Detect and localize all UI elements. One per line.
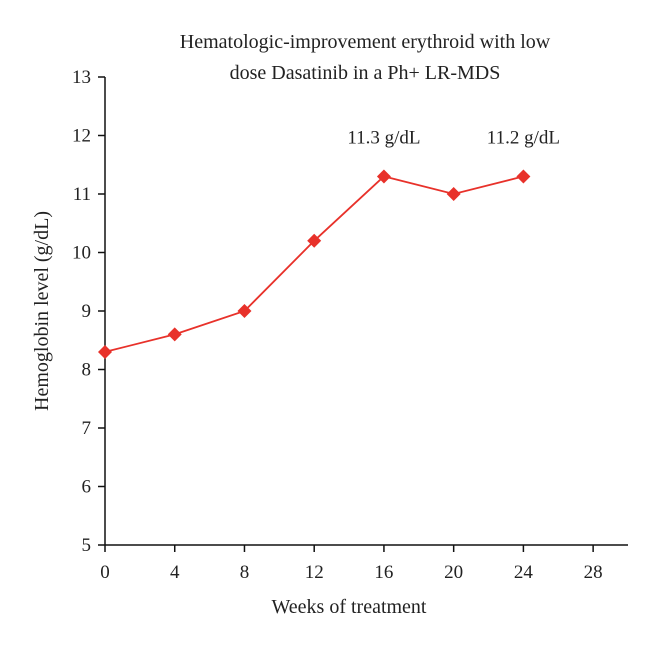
- series-line: [104, 175, 524, 353]
- data-point-marker: [98, 344, 112, 359]
- y-tick-label: 7: [82, 418, 92, 439]
- x-tick-label: 4: [170, 562, 180, 583]
- data-point-marker: [167, 327, 182, 342]
- y-tick-label: 11: [73, 184, 91, 205]
- data-annotation: 11.2 g/dL: [487, 128, 560, 149]
- chart-title: Hematologic-improvement erythroid with l…: [180, 31, 551, 84]
- x-tick-label: 24: [514, 562, 534, 583]
- chart-title-line-1: Hematologic-improvement erythroid with l…: [180, 31, 551, 53]
- y-tick-label: 5: [82, 535, 92, 556]
- y-tick-label: 13: [72, 67, 91, 88]
- data-point-marker: [376, 169, 391, 184]
- series-layer: [98, 169, 531, 359]
- data-point-marker: [446, 187, 461, 201]
- chart-title-line-2: dose Dasatinib in a Ph+ LR-MDS: [230, 62, 501, 84]
- x-axis-title: Weeks of treatment: [272, 596, 427, 618]
- y-tick-label: 12: [72, 126, 91, 147]
- data-point-marker: [307, 233, 322, 248]
- annotation-layer: 11.3 g/dL 11.2 g/dL: [347, 128, 560, 149]
- x-tick-label: 8: [240, 562, 250, 583]
- data-point-marker: [516, 169, 531, 184]
- y-tick-label: 10: [72, 243, 91, 264]
- y-tick-label: 6: [82, 477, 92, 498]
- x-tick-label: 28: [584, 562, 603, 583]
- y-tick-label: 9: [82, 301, 92, 322]
- y-tick-label: 8: [82, 360, 92, 381]
- x-tick-label: 16: [374, 562, 393, 583]
- y-axis-title: Hemoglobin level (g/dL): [31, 211, 53, 411]
- x-tick-label: 12: [305, 562, 324, 583]
- data-point-marker: [237, 304, 252, 318]
- y-axis-ticks: 5 6 7 8 9 10 11 12 13: [72, 67, 105, 556]
- data-annotation: 11.3 g/dL: [347, 128, 420, 149]
- x-axis-ticks: 0 4 8 12 16 20 24 28: [100, 545, 603, 583]
- x-tick-label: 20: [444, 562, 463, 583]
- x-tick-label: 0: [100, 562, 110, 583]
